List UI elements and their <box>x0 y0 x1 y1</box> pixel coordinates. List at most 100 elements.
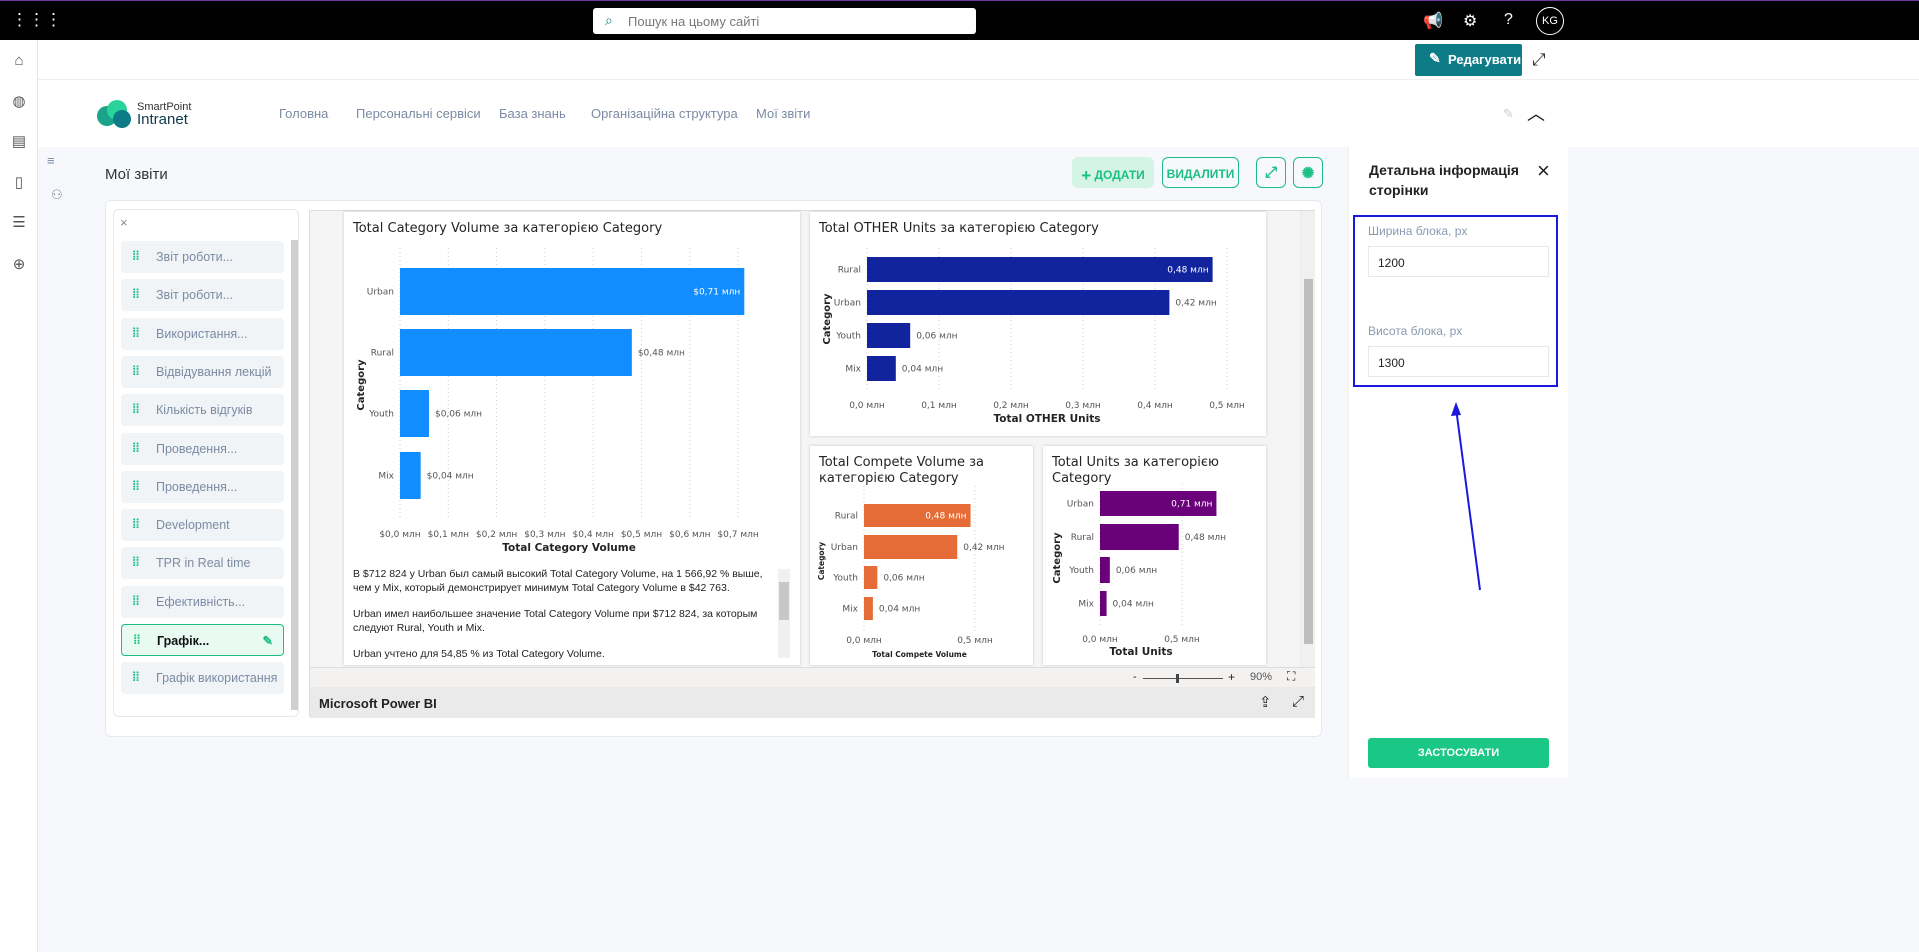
drag-handle-icon[interactable]: ⁞⁞ <box>132 401 140 417</box>
drag-handle-icon[interactable]: ⁞⁞ <box>132 286 140 302</box>
width-input[interactable]: 1200 <box>1368 246 1549 277</box>
nav-personal-services[interactable]: Персональні сервіси <box>356 106 481 121</box>
chart-other-units[interactable]: 0,0 млн 0,1 млн 0,2 млн 0,3 млн 0,4 млн 0,5 м… <box>810 212 1266 436</box>
chart-title: Total Category Volume за категорією Cate… <box>353 221 663 236</box>
menu-icon[interactable]: ≡ <box>47 153 55 168</box>
zoom-in-button[interactable]: + <box>1228 670 1236 684</box>
report-list-item[interactable]: ⁞⁞ Проведення... <box>121 470 284 503</box>
category-label: Urban <box>834 299 861 309</box>
chart-category-volume[interactable]: $0,0 млн $0,1 млн $0,2 млн $0,3 млн $0,4 млн… <box>344 212 800 665</box>
bar[interactable] <box>867 323 911 348</box>
height-label: Висота блока, px <box>1368 324 1463 338</box>
bar[interactable] <box>1100 591 1107 616</box>
category-label: Youth <box>835 332 861 342</box>
nav-knowledge-base[interactable]: База знань <box>499 106 566 121</box>
bar[interactable] <box>1100 524 1179 550</box>
fit-page-icon[interactable]: ⛶ <box>1287 669 1296 683</box>
expand-icon[interactable]: ⤢ <box>1532 50 1546 69</box>
apply-button[interactable]: ЗАСТОСУВАТИ <box>1368 738 1549 768</box>
document-icon[interactable]: ▯ <box>14 174 24 191</box>
highlight-box <box>1353 215 1558 387</box>
report-list-item[interactable]: ⁞⁞ Графік використання <box>121 662 284 695</box>
bar[interactable] <box>864 566 878 589</box>
delete-button[interactable]: ВИДАЛИТИ <box>1162 157 1239 188</box>
drag-handle-icon[interactable]: ⁞⁞ <box>132 248 140 263</box>
gear-icon[interactable]: ⚙ <box>1463 13 1478 30</box>
report-list-item[interactable]: ⁞⁞ Кількість відгуків <box>121 394 284 427</box>
x-tick-label: 0,0 млн <box>1082 635 1118 645</box>
chevron-up-icon[interactable]: ︿ <box>1527 104 1545 124</box>
fullscreen-icon[interactable]: ⤢ <box>1292 693 1305 710</box>
fullscreen-icon[interactable]: ⤢ <box>1256 157 1286 188</box>
bar-chart: $0,0 млн $0,1 млн $0,2 млн $0,3 млн $0,4 млн… <box>356 248 759 554</box>
edit-button[interactable]: ✎ Редагувати <box>1415 44 1522 76</box>
report-scrollbar[interactable] <box>1301 211 1315 667</box>
drag-handle-icon[interactable]: ⁞⁞ <box>132 362 140 378</box>
app-launcher-icon[interactable]: ⋮⋮⋮ <box>11 10 62 29</box>
list-scrollbar[interactable] <box>291 240 298 710</box>
drag-handle-icon[interactable]: ⁞⁞ <box>132 324 140 340</box>
report-list-item[interactable]: ⁞⁞ Ефективність... <box>121 585 284 618</box>
home-icon[interactable]: ⌂ <box>14 52 24 69</box>
drag-handle-icon[interactable]: ⁞⁞ <box>132 516 140 532</box>
chart-compete-volume[interactable]: 0,0 млн 0,5 млн Total Compete Volume Catego… <box>810 446 1033 665</box>
report-label: Кількість відгуків <box>156 403 253 418</box>
bar[interactable] <box>1100 557 1110 583</box>
logo[interactable]: SmartPoint Intranet <box>95 99 191 134</box>
report-list-item[interactable]: ⁞⁞ Звіт роботи... <box>121 241 284 273</box>
nav-my-reports[interactable]: Мої звіти <box>756 106 811 121</box>
report-list-item[interactable]: ⁞⁞ Development <box>121 509 284 542</box>
report-list-item[interactable]: ⁞⁞ Використання... <box>121 317 284 350</box>
megaphone-icon[interactable]: 📢 <box>1423 13 1443 30</box>
bar[interactable] <box>867 356 896 381</box>
bar[interactable] <box>400 452 421 499</box>
bar[interactable] <box>864 535 958 559</box>
drag-handle-icon[interactable]: ⁞⁞ <box>132 477 140 493</box>
report-list-item[interactable]: ⁞⁞ Звіт роботи... <box>121 279 284 312</box>
report-list-item[interactable]: ⁞⁞ Проведення... <box>121 432 284 465</box>
avatar[interactable]: KG <box>1536 7 1564 35</box>
close-icon[interactable]: × <box>1537 158 1550 183</box>
report-list-item[interactable]: ⁞⁞ Відвідування лекцій <box>121 355 284 388</box>
drag-handle-icon[interactable]: ⁞⁞ <box>132 592 140 608</box>
bar[interactable] <box>864 504 971 527</box>
zoom-slider[interactable] <box>1143 674 1223 683</box>
bar[interactable] <box>867 290 1170 315</box>
height-input[interactable]: 1300 <box>1368 346 1549 377</box>
report-list-item[interactable]: ⁞⁞ Графік... ✎ <box>121 624 284 656</box>
share-icon[interactable]: ⇪ <box>1259 694 1272 711</box>
news-icon[interactable]: ▤ <box>11 133 27 150</box>
drag-handle-icon[interactable]: ⁞⁞ <box>132 669 140 685</box>
drag-handle-icon[interactable]: ⁞⁞ <box>132 554 140 570</box>
bar[interactable] <box>864 597 873 620</box>
bar[interactable] <box>867 257 1213 282</box>
report-list-item[interactable]: ⁞⁞ TPR in Real time <box>121 547 284 580</box>
help-icon[interactable]: ? <box>1504 11 1513 28</box>
person-icon[interactable]: ⚇ <box>51 187 63 202</box>
pencil-icon[interactable]: ✎ <box>1503 106 1514 121</box>
globe-icon[interactable]: ◍ <box>12 93 26 110</box>
add-circle-icon[interactable]: ⊕ <box>12 256 26 273</box>
search-input[interactable]: ⌕ Пошук на цьому сайті <box>593 8 976 34</box>
nav-org-structure[interactable]: Організаційна структура <box>591 106 738 121</box>
chart-total-units[interactable]: 0,0 млн 0,5 млн Total Units Category Urban 0,… <box>1043 446 1266 665</box>
bar[interactable] <box>1100 491 1217 516</box>
add-button[interactable]: + ДОДАТИ <box>1072 157 1154 188</box>
close-icon[interactable]: × <box>120 215 128 230</box>
drag-handle-icon[interactable]: ⁞⁞ <box>133 632 141 647</box>
drag-handle-icon[interactable]: ⁞⁞ <box>132 439 140 455</box>
bar[interactable] <box>400 268 745 315</box>
data-label: 0,42 млн <box>963 543 1004 553</box>
x-tick-label: 0,5 млн <box>1164 635 1200 645</box>
zoom-out-button[interactable]: - <box>1133 671 1137 683</box>
category-label: Rural <box>835 512 858 522</box>
settings-icon[interactable]: ✺ <box>1293 157 1323 188</box>
nav-home[interactable]: Головна <box>279 106 329 121</box>
bar[interactable] <box>400 390 429 437</box>
bar[interactable] <box>400 329 632 376</box>
pencil-icon[interactable]: ✎ <box>262 634 273 648</box>
narrative-scrollbar[interactable] <box>778 569 790 658</box>
category-label: Mix <box>842 605 858 615</box>
list-icon[interactable]: ☰ <box>12 214 26 231</box>
